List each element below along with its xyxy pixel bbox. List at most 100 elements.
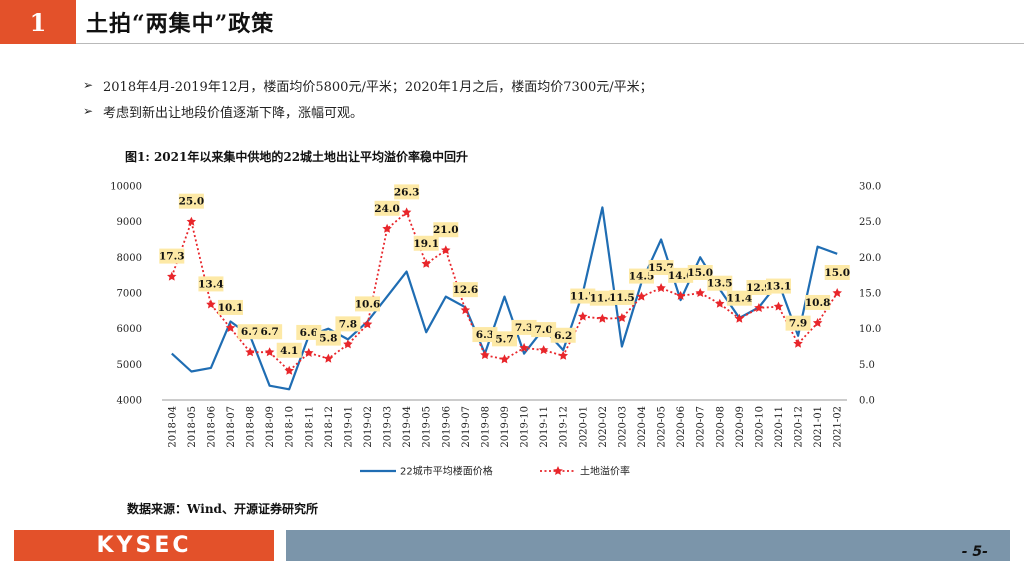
- x-tick-label: 2019-12: [559, 406, 570, 448]
- legend-price-label: 22城市平均楼面价格: [400, 465, 493, 478]
- x-tick-label: 2020-07: [696, 406, 707, 448]
- premium-point: [245, 347, 255, 357]
- data-label: 5.7: [495, 333, 513, 345]
- arrow-bullet-icon: ➢: [83, 104, 94, 118]
- data-label-box: [413, 235, 439, 251]
- premium-point: [773, 301, 784, 311]
- x-tick-label: 2018-08: [246, 406, 257, 448]
- y-right-tick-label: 10.0: [859, 324, 881, 335]
- premium-point: [499, 354, 510, 364]
- section-number: 1: [0, 0, 76, 44]
- data-label-box: [257, 324, 283, 340]
- x-tick-label: 2018-12: [324, 406, 335, 448]
- x-tick-label: 2019-01: [343, 406, 354, 448]
- data-label: 13.4: [198, 278, 224, 290]
- data-label: 10.6: [355, 298, 381, 310]
- data-label: 12.6: [453, 284, 479, 296]
- x-tick-label: 2020-10: [754, 406, 765, 448]
- x-tick-label: 2019-06: [441, 406, 452, 448]
- data-label: 11.7: [570, 291, 596, 303]
- data-label: 12.9: [746, 282, 772, 294]
- data-label: 25.0: [179, 196, 205, 208]
- x-tick-label: 2020-05: [657, 406, 668, 448]
- data-label: 7.9: [789, 318, 807, 330]
- x-tick-label: 2018-09: [265, 406, 276, 448]
- data-label-box: [531, 322, 557, 338]
- page-number: - 5-: [961, 544, 988, 560]
- x-tick-label: 2020-03: [617, 406, 628, 448]
- premium-point: [656, 283, 666, 293]
- data-label-box: [335, 316, 361, 332]
- y-right-tick-label: 0.0: [859, 396, 875, 407]
- data-label-box: [570, 288, 596, 304]
- data-label-box: [550, 327, 576, 343]
- premium-point: [695, 288, 705, 297]
- premium-point: [636, 291, 647, 301]
- data-label-box: [218, 299, 243, 315]
- premium-point: [675, 290, 686, 300]
- x-tick-label: 2021-02: [833, 406, 844, 448]
- premium-point: [754, 303, 764, 312]
- data-label-box: [589, 290, 615, 306]
- x-tick-label: 2020-09: [735, 406, 746, 448]
- x-tick-label: 2019-08: [480, 406, 491, 448]
- data-label: 6.2: [554, 330, 572, 342]
- premium-point: [264, 347, 275, 357]
- data-label: 15.0: [687, 267, 713, 279]
- data-label: 7.0: [535, 324, 553, 336]
- x-tick-label: 2018-06: [206, 406, 217, 448]
- x-tick-label: 2020-11: [774, 406, 785, 448]
- premium-point: [597, 313, 608, 323]
- premium-point: [343, 339, 353, 349]
- data-label: 11.5: [609, 292, 635, 304]
- data-label: 13.5: [707, 278, 733, 290]
- data-label-box: [296, 324, 322, 340]
- data-label-box: [805, 294, 831, 310]
- data-label-box: [492, 331, 517, 347]
- premium-point: [401, 207, 412, 217]
- premium-point: [284, 365, 294, 375]
- premium-point: [225, 323, 236, 332]
- premium-point: [323, 353, 334, 363]
- data-label-box: [609, 289, 635, 305]
- data-label: 24.0: [374, 203, 400, 215]
- y-left-tick-label: 9000: [117, 217, 142, 228]
- y-right-tick-label: 20.0: [859, 253, 881, 264]
- bullet-item: ➢ 2018年4月-2019年12月，楼面均价5800元/平米；2020年1月之…: [83, 72, 653, 98]
- data-label: 19.1: [413, 238, 439, 250]
- data-label-box: [511, 319, 537, 335]
- data-label-box: [374, 200, 400, 216]
- x-tick-label: 2019-05: [422, 406, 433, 448]
- data-label-box: [433, 222, 459, 238]
- premium-point: [832, 288, 842, 297]
- data-label-box: [159, 248, 185, 264]
- data-label: 11.4: [590, 293, 616, 305]
- premium-point: [206, 299, 216, 309]
- y-right-tick-label: 30.0: [859, 182, 881, 193]
- premium-point: [715, 298, 725, 308]
- x-tick-label: 2020-01: [578, 406, 589, 448]
- premium-point: [617, 313, 627, 322]
- data-label: 13.1: [766, 281, 792, 293]
- data-label-box: [707, 275, 733, 291]
- data-label: 15.0: [824, 267, 850, 279]
- data-label: 26.3: [394, 186, 420, 198]
- premium-point: [519, 342, 529, 352]
- data-label: 10.8: [805, 297, 831, 309]
- x-tick-label: 2019-03: [383, 406, 394, 448]
- x-tick-label: 2020-06: [676, 406, 687, 448]
- y-left-tick-label: 7000: [117, 289, 142, 300]
- premium-point: [538, 345, 549, 355]
- premium-point: [734, 313, 745, 323]
- data-source: 数据来源：Wind、开源证券研究所: [127, 502, 318, 516]
- data-label: 10.1: [218, 302, 244, 314]
- premium-point: [186, 216, 197, 226]
- premium-point: [460, 305, 471, 315]
- y-right-tick-label: 25.0: [859, 217, 881, 228]
- premium-point: [421, 258, 431, 268]
- data-label: 4.1: [280, 345, 298, 357]
- data-label-box: [824, 265, 850, 280]
- data-label-box: [178, 193, 204, 209]
- y-left-tick-label: 10000: [110, 182, 142, 193]
- footer-bar: [286, 530, 1010, 561]
